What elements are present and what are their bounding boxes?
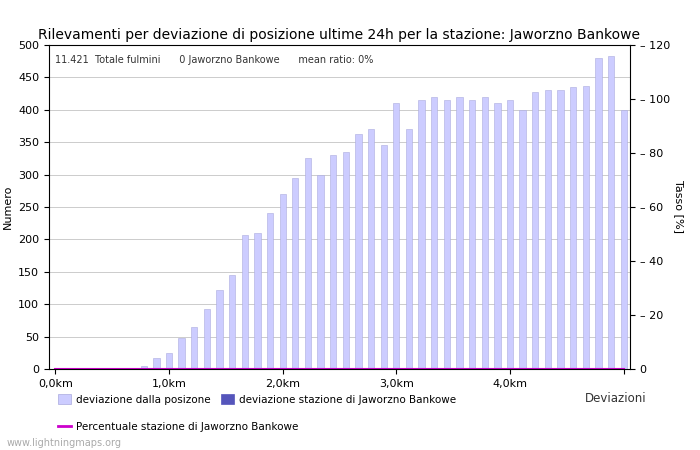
Bar (279, 194, 286, 369)
Bar (494, 104, 500, 369)
Bar (330, 155, 336, 369)
Bar (406, 129, 412, 369)
Bar (216, 290, 223, 369)
Bar (317, 175, 323, 369)
Legend: deviazione dalla posizone, deviazione stazione di Jaworzno Bankowe: deviazione dalla posizone, deviazione st… (54, 390, 460, 409)
Bar (381, 145, 387, 369)
Bar (166, 353, 172, 369)
Bar (343, 152, 349, 369)
Text: www.lightningmaps.org: www.lightningmaps.org (7, 438, 122, 448)
Bar (482, 97, 488, 369)
Bar (191, 327, 197, 369)
Bar (304, 158, 311, 369)
Bar (153, 358, 160, 369)
Bar (178, 338, 185, 369)
Bar (507, 100, 513, 369)
Bar (267, 213, 273, 369)
Text: Deviazioni: Deviazioni (585, 392, 647, 405)
Y-axis label: Tasso [%]: Tasso [%] (674, 180, 684, 234)
Bar (595, 58, 601, 369)
Bar (229, 275, 235, 369)
Bar (582, 86, 589, 369)
Y-axis label: Numero: Numero (3, 185, 13, 229)
Bar (254, 233, 260, 369)
Bar (356, 134, 362, 369)
Text: 11.421  Totale fulmini      0 Jaworzno Bankowe      mean ratio: 0%: 11.421 Totale fulmini 0 Jaworzno Bankowe… (55, 55, 373, 65)
Bar (419, 100, 425, 369)
Bar (431, 97, 438, 369)
Bar (570, 87, 576, 369)
Title: Rilevamenti per deviazione di posizione ultime 24h per la stazione: Jaworzno Ban: Rilevamenti per deviazione di posizione … (38, 28, 640, 42)
Bar (393, 104, 400, 369)
Bar (141, 366, 147, 369)
Bar (241, 235, 248, 369)
Bar (128, 368, 134, 369)
Bar (532, 92, 538, 369)
Bar (444, 100, 450, 369)
Bar (368, 129, 374, 369)
Bar (292, 178, 298, 369)
Bar (456, 97, 463, 369)
Legend: Percentuale stazione di Jaworzno Bankowe: Percentuale stazione di Jaworzno Bankowe (54, 417, 302, 436)
Bar (519, 110, 526, 369)
Bar (620, 110, 626, 369)
Bar (557, 90, 564, 369)
Bar (545, 90, 551, 369)
Bar (608, 56, 614, 369)
Bar (204, 310, 210, 369)
Bar (469, 100, 475, 369)
